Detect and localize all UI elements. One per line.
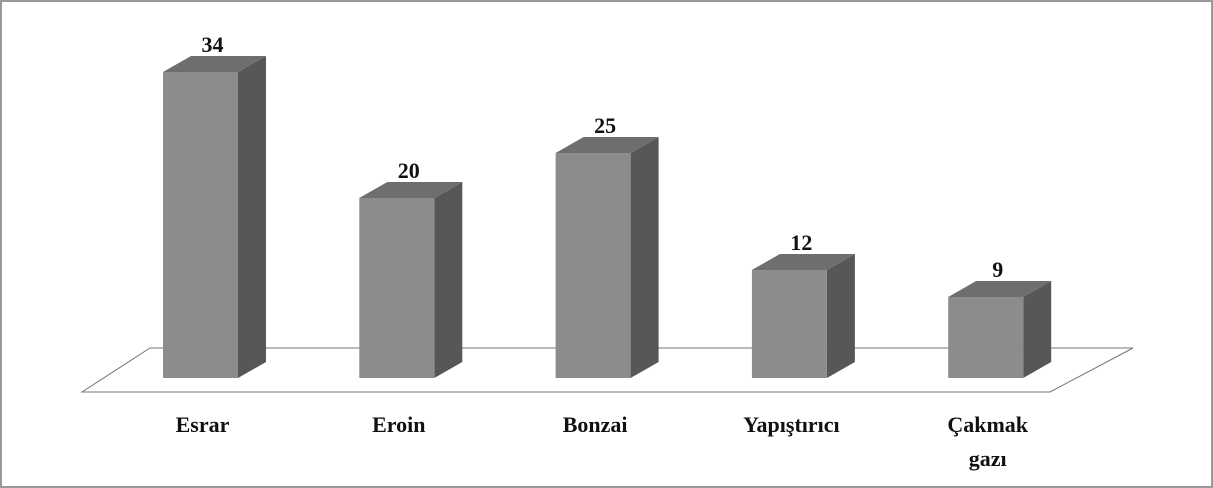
x-tick-label: Çakmak gazı xyxy=(947,412,1028,471)
bar xyxy=(751,254,855,378)
bar-front xyxy=(555,153,631,378)
bar-top xyxy=(163,56,266,72)
x-tick-label: Esrar xyxy=(176,412,230,437)
bar-side xyxy=(238,56,266,378)
bar-front xyxy=(359,198,435,378)
x-tick-label: Yapıştırıcı xyxy=(743,412,840,437)
bar-side xyxy=(1023,281,1052,378)
bar-front xyxy=(163,72,238,378)
bar-side xyxy=(630,137,659,378)
bar xyxy=(555,137,659,378)
bar-top xyxy=(948,281,1052,297)
x-tick-label: Bonzai xyxy=(563,412,628,437)
bar-side xyxy=(826,254,855,378)
bar xyxy=(359,182,463,378)
data-label: 34 xyxy=(202,32,224,57)
data-label: 12 xyxy=(790,230,812,255)
bar-front xyxy=(948,297,1024,378)
bar-side xyxy=(434,182,463,378)
data-label: 25 xyxy=(594,113,616,138)
bar-top xyxy=(555,137,659,153)
x-tick-label-line: gazı xyxy=(969,446,1007,471)
bar-top xyxy=(751,254,855,270)
bar xyxy=(948,281,1052,378)
x-tick-label: Eroin xyxy=(372,412,425,437)
data-label: 9 xyxy=(992,257,1003,282)
data-label: 20 xyxy=(398,158,420,183)
bar xyxy=(163,56,266,378)
x-tick-label-line: Çakmak xyxy=(947,412,1028,437)
bar-front xyxy=(751,270,827,378)
bar-top xyxy=(359,182,463,198)
